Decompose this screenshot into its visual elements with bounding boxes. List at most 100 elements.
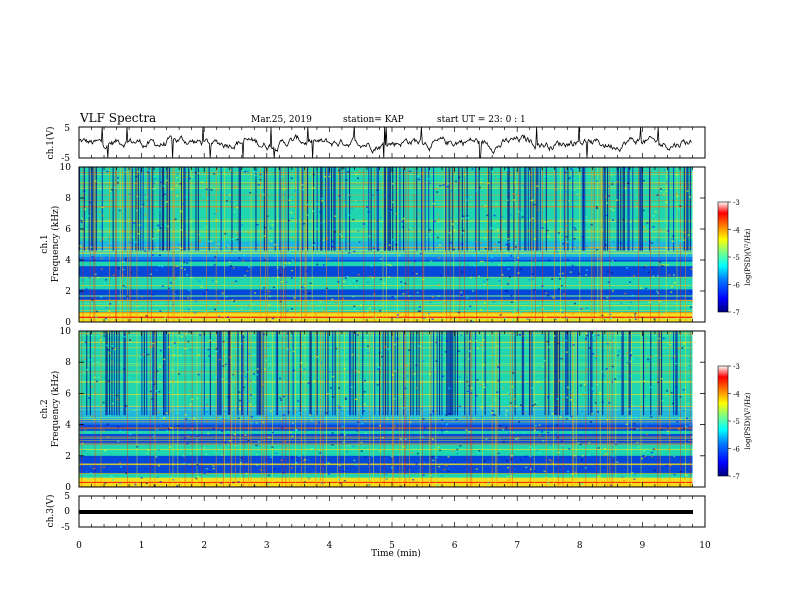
spectrogram-speckle (476, 452, 479, 454)
spectrogram-speckle (162, 185, 165, 187)
spectrogram-speckle (159, 481, 162, 483)
spectrogram-line (530, 167, 532, 251)
spectrogram-speckle (472, 290, 475, 292)
spectrogram-line (88, 167, 90, 251)
spectrogram-speckle (190, 289, 193, 291)
spectrogram-speckle (408, 466, 411, 468)
spectrogram-line (299, 331, 301, 416)
spectrogram-speckle (547, 235, 550, 238)
spectrogram-speckle (529, 455, 532, 457)
spectrogram-speckle (271, 369, 273, 372)
spectrogram-speckle (508, 393, 511, 395)
spectrogram-line (621, 331, 623, 416)
spectrogram-speckle (429, 229, 432, 231)
spectrogram-speckle (105, 256, 108, 258)
spectrogram-speckle (221, 293, 224, 295)
spectrogram-line (124, 331, 126, 416)
spectrogram-speckle (106, 423, 109, 425)
ytick-label: 0 (65, 483, 71, 493)
spectrogram-speckle (283, 193, 286, 196)
spectrogram-speckle (642, 179, 645, 182)
spectrogram-speckle (116, 177, 119, 179)
spectrogram-speckle (565, 236, 568, 238)
spectrogram-line (583, 167, 585, 251)
spectrogram-speckle (312, 305, 315, 307)
spectrogram-speckle (364, 379, 366, 382)
spectrogram-speckle (142, 246, 145, 248)
spectrogram-speckle (678, 208, 681, 210)
spectrogram-line (577, 331, 579, 416)
spectrogram-speckle (327, 258, 330, 260)
spectrogram-line (685, 331, 686, 487)
spectrogram-speckle (443, 468, 446, 471)
spectrogram-line (195, 167, 197, 251)
spectrogram-speckle (309, 414, 312, 416)
spectrogram-speckle (436, 191, 439, 193)
spectrogram-speckle (505, 412, 507, 415)
spectrogram-speckle (279, 300, 282, 303)
spectrogram-line (490, 167, 492, 251)
spectrogram-line (109, 167, 110, 322)
spectrogram-speckle (522, 185, 525, 187)
spectrogram-speckle (501, 274, 504, 276)
spectrogram-speckle (553, 252, 556, 255)
spectrogram-speckle (339, 482, 342, 485)
spectrogram-line (405, 331, 407, 487)
spectrogram-speckle (320, 221, 322, 224)
spectrogram-speckle (233, 211, 236, 213)
spectrogram-line (151, 167, 152, 322)
spectrogram-line (181, 167, 183, 251)
spectrogram-speckle (483, 383, 485, 385)
spectrogram-speckle (543, 290, 546, 293)
spectrogram-speckle (657, 381, 660, 383)
spectrogram-speckle (206, 482, 209, 485)
spectrogram-line (491, 331, 493, 487)
spectrogram-speckle (312, 187, 315, 189)
spectrogram-speckle (85, 470, 88, 473)
spectrogram-speckle (690, 291, 693, 293)
spectrogram-speckle (127, 377, 130, 379)
spectrogram-line (399, 331, 401, 487)
spectrogram-speckle (635, 206, 638, 209)
spectrogram-speckle (685, 474, 688, 476)
spectrogram-speckle (367, 463, 370, 465)
spectrogram-speckle (534, 424, 537, 427)
spectrogram-speckle (588, 347, 591, 349)
spectrogram-speckle (501, 215, 504, 218)
spectrogram-speckle (637, 446, 640, 448)
spectrogram-speckle (443, 341, 446, 344)
spectrogram-speckle (112, 347, 115, 350)
spectrogram-line (676, 331, 678, 416)
spectrogram-speckle (466, 263, 469, 266)
spectrogram-speckle (216, 416, 219, 419)
spectrogram-speckle (355, 280, 358, 282)
spectrogram-line (620, 167, 622, 251)
spectrogram-speckle (95, 310, 98, 313)
spectrogram-speckle (206, 197, 209, 200)
spectrogram-speckle (560, 285, 563, 287)
spectrogram-speckle (135, 182, 138, 185)
spectrogram-speckle (557, 232, 560, 234)
spectrogram-speckle (562, 444, 565, 446)
spectrogram-speckle (684, 453, 687, 455)
spectrogram-speckle (517, 210, 520, 213)
spectrogram-line (658, 167, 660, 322)
spectrogram-speckle (631, 295, 634, 297)
spectrogram-speckle (441, 375, 444, 377)
spectrogram-line (410, 331, 412, 416)
spectrogram-speckle (163, 316, 166, 319)
spectrogram-speckle (274, 483, 277, 485)
spectrogram-speckle (307, 477, 310, 480)
spectrogram-speckle (311, 448, 314, 450)
spectrogram-speckle (428, 235, 430, 238)
spectrogram-speckle (669, 465, 672, 467)
spectrogram-line (184, 331, 186, 487)
spectrogram-speckle (650, 242, 653, 244)
spectrogram-speckle (558, 379, 561, 382)
spectrogram-line (499, 331, 501, 416)
spectrogram-speckle (91, 415, 94, 417)
spectrogram-speckle (399, 463, 402, 465)
spectrogram-speckle (678, 483, 681, 485)
spectrogram-speckle (418, 306, 421, 308)
spectrogram-speckle (286, 447, 289, 449)
